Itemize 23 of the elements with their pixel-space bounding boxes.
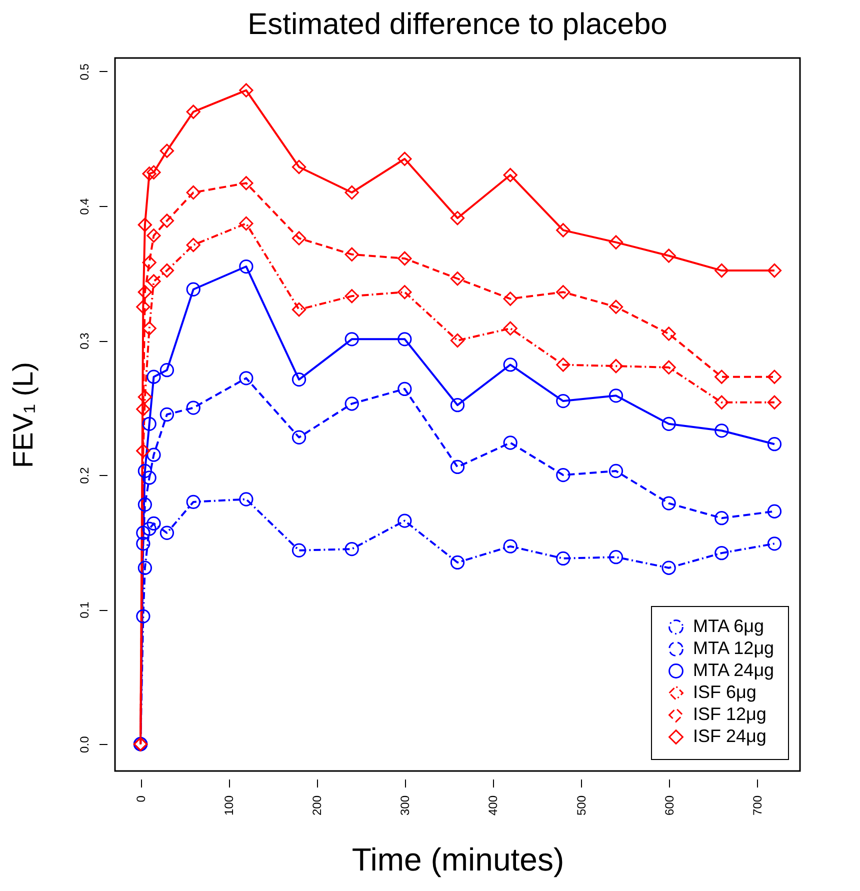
- y-axis-title: FEV₁ (L): [8, 362, 38, 468]
- x-tick-label: 0: [134, 795, 148, 802]
- x-axis-title: Time (minutes): [352, 842, 564, 878]
- chart-title: Estimated difference to placebo: [248, 8, 668, 41]
- legend-label: MTA 6μg: [693, 616, 764, 636]
- legend-label: MTA 12μg: [693, 638, 774, 658]
- x-tick-label: 100: [222, 795, 236, 816]
- x-tick-label: 700: [750, 795, 764, 816]
- x-tick-label: 200: [310, 795, 324, 816]
- legend-label: ISF 6μg: [693, 682, 756, 702]
- y-tick-label: 0.1: [78, 601, 92, 618]
- x-tick-label: 300: [398, 795, 412, 816]
- y-tick-label: 0.0: [78, 736, 92, 753]
- y-tick-label: 0.4: [78, 198, 92, 215]
- legend-label: ISF 12μg: [693, 704, 766, 724]
- x-tick-label: 600: [662, 795, 676, 816]
- x-tick-label: 400: [486, 795, 500, 816]
- y-tick-label: 0.5: [78, 63, 92, 80]
- legend-label: ISF 24μg: [693, 726, 766, 746]
- legend-label: MTA 24μg: [693, 660, 774, 680]
- x-tick-label: 500: [574, 795, 588, 816]
- y-tick-label: 0.3: [78, 332, 92, 350]
- y-tick-label: 0.2: [78, 466, 92, 484]
